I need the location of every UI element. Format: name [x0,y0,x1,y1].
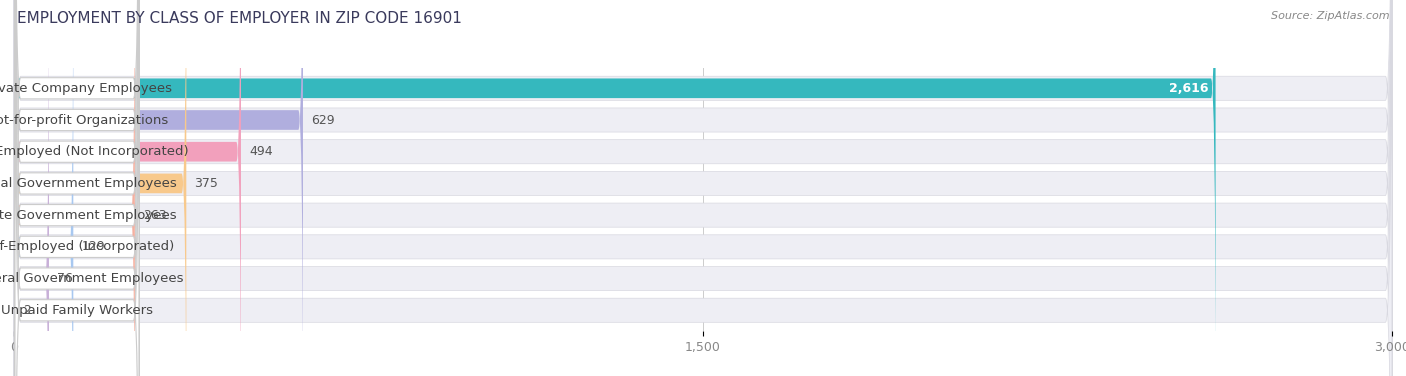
Text: Not-for-profit Organizations: Not-for-profit Organizations [0,114,169,126]
FancyBboxPatch shape [15,0,139,376]
FancyBboxPatch shape [14,0,1392,376]
FancyBboxPatch shape [14,0,1392,376]
Text: 494: 494 [249,145,273,158]
Text: Local Government Employees: Local Government Employees [0,177,176,190]
FancyBboxPatch shape [14,0,1216,376]
Text: 263: 263 [143,209,167,221]
FancyBboxPatch shape [15,0,139,376]
Text: Source: ZipAtlas.com: Source: ZipAtlas.com [1271,11,1389,21]
FancyBboxPatch shape [14,0,1392,376]
Text: Private Company Employees: Private Company Employees [0,82,173,95]
FancyBboxPatch shape [14,0,73,376]
Text: 2,616: 2,616 [1170,82,1209,95]
FancyBboxPatch shape [14,0,302,376]
Text: 2: 2 [24,304,31,317]
Text: 629: 629 [311,114,335,126]
FancyBboxPatch shape [14,0,1392,376]
FancyBboxPatch shape [15,0,139,376]
FancyBboxPatch shape [15,0,139,376]
FancyBboxPatch shape [15,0,139,376]
Text: Unpaid Family Workers: Unpaid Family Workers [1,304,153,317]
FancyBboxPatch shape [14,0,240,376]
FancyBboxPatch shape [14,0,186,376]
FancyBboxPatch shape [14,0,49,376]
FancyBboxPatch shape [15,0,139,376]
FancyBboxPatch shape [14,0,1392,376]
FancyBboxPatch shape [14,0,1392,376]
Text: Self-Employed (Incorporated): Self-Employed (Incorporated) [0,240,174,253]
FancyBboxPatch shape [14,0,1392,376]
FancyBboxPatch shape [14,0,1392,376]
FancyBboxPatch shape [14,0,135,376]
Text: Federal Government Employees: Federal Government Employees [0,272,184,285]
Text: State Government Employees: State Government Employees [0,209,177,221]
FancyBboxPatch shape [15,0,139,376]
Text: EMPLOYMENT BY CLASS OF EMPLOYER IN ZIP CODE 16901: EMPLOYMENT BY CLASS OF EMPLOYER IN ZIP C… [17,11,461,26]
Text: 375: 375 [194,177,218,190]
Text: 76: 76 [58,272,73,285]
Text: Self-Employed (Not Incorporated): Self-Employed (Not Incorporated) [0,145,188,158]
Text: 129: 129 [82,240,105,253]
FancyBboxPatch shape [11,3,18,376]
FancyBboxPatch shape [15,0,139,376]
